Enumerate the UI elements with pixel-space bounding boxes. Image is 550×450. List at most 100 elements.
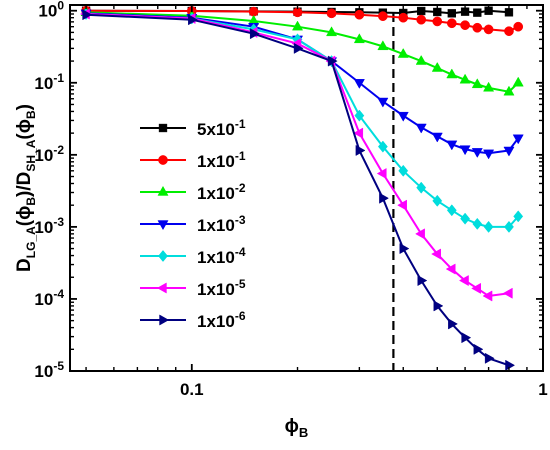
triangle-down-marker — [353, 79, 365, 89]
diamond-marker — [354, 109, 365, 122]
triangle-right-marker — [293, 42, 304, 54]
diamond-marker — [513, 210, 524, 223]
triangle-right-marker — [448, 318, 458, 330]
circle-marker — [158, 155, 168, 165]
triangle-up-marker — [459, 73, 471, 84]
series-4 — [81, 8, 524, 233]
series-1 — [81, 5, 524, 37]
triangle-down-marker — [471, 148, 483, 158]
series-line-1 — [86, 9, 519, 33]
circle-marker — [416, 14, 427, 25]
legend-label-6: 1x10-6 — [197, 309, 246, 331]
circle-marker — [446, 18, 457, 29]
triangle-up-marker — [353, 33, 365, 44]
triangle-up-marker — [471, 78, 483, 89]
triangle-up-marker — [397, 47, 409, 58]
triangle-left-marker — [445, 263, 456, 275]
plot-area-frame — [69, 4, 544, 372]
triangle-left-marker — [471, 282, 481, 294]
square-marker — [158, 123, 168, 133]
diamond-marker — [483, 220, 494, 233]
y-tick-label: 10-3 — [34, 215, 64, 237]
triangle-down-marker — [397, 111, 409, 122]
circle-marker — [398, 12, 409, 23]
triangle-right-marker — [505, 359, 516, 371]
triangle-up-marker — [512, 76, 524, 87]
diamond-marker — [504, 220, 514, 233]
triangle-right-marker — [433, 300, 444, 312]
triangle-right-marker — [473, 343, 484, 355]
legend-label-2: 1x10-2 — [197, 181, 246, 203]
triangle-right-marker — [159, 314, 170, 326]
axis-layer: 0.1 1 100 10-1 10-2 10-3 10-4 10-5 — [34, 0, 547, 399]
series-line-4 — [86, 13, 519, 228]
series-line-3 — [86, 12, 520, 155]
legend-label-3: 1x10-3 — [197, 213, 246, 235]
triangle-up-marker — [157, 185, 169, 196]
triangle-up-marker — [503, 85, 515, 96]
y-tick-label: 10-5 — [34, 359, 64, 381]
diamond-marker — [446, 204, 457, 217]
series-6 — [82, 9, 516, 371]
series-line-2 — [86, 11, 519, 93]
legend-label-4: 1x10-4 — [197, 245, 246, 267]
diamond-marker — [472, 217, 483, 230]
triangle-right-marker — [399, 243, 410, 255]
triangle-down-marker — [512, 134, 524, 145]
triangle-up-marker — [415, 54, 427, 65]
square-marker — [504, 8, 514, 17]
triangle-down-marker — [459, 145, 471, 156]
triangle-right-marker — [355, 144, 366, 156]
x-tick-label: 1 — [538, 380, 547, 399]
triangle-down-marker — [415, 123, 427, 134]
y-axis-title: DLG_A(ϕB)/DSH_A(ϕB) — [14, 104, 38, 272]
triangle-down-marker — [503, 146, 515, 157]
triangle-right-marker — [249, 28, 260, 40]
triangle-right-marker — [484, 352, 495, 364]
triangle-down-marker — [483, 149, 495, 160]
series-5 — [79, 8, 513, 302]
triangle-up-marker — [291, 20, 304, 31]
series-line-5 — [86, 13, 510, 297]
circle-marker — [292, 7, 303, 18]
triangle-left-marker — [376, 168, 387, 180]
triangle-down-marker — [157, 220, 169, 231]
x-axis-title: ϕB — [285, 416, 309, 440]
circle-marker — [504, 26, 514, 37]
diamond-marker — [158, 250, 168, 262]
triangle-right-marker — [327, 55, 338, 67]
circle-marker — [354, 9, 365, 20]
triangle-up-marker — [446, 68, 458, 79]
square-marker — [473, 8, 482, 17]
triangle-left-marker — [415, 228, 425, 240]
legend-label-1: 1x10-1 — [197, 149, 246, 171]
triangle-left-marker — [397, 199, 407, 211]
square-marker — [433, 7, 442, 17]
triangle-right-marker — [461, 332, 472, 344]
triangle-left-marker — [482, 290, 493, 302]
legend-label-5: 1x10-5 — [197, 277, 246, 299]
diamond-marker — [432, 194, 443, 207]
triangle-up-marker — [377, 40, 389, 51]
y-tick-label: 100 — [38, 0, 64, 21]
axis-titles: ϕB DLG_A(ϕB)/DSH_A(ϕB) — [14, 104, 308, 440]
triangle-left-marker — [156, 282, 167, 294]
triangle-up-marker — [483, 81, 495, 92]
square-marker — [417, 6, 426, 16]
diamond-marker — [377, 140, 388, 153]
series-line-6 — [86, 13, 510, 367]
triangle-down-marker — [431, 132, 443, 143]
circle-marker — [513, 21, 524, 32]
triangle-left-marker — [431, 248, 441, 260]
y-tick-label: 10-2 — [34, 143, 64, 165]
triangle-left-marker — [353, 127, 364, 139]
triangle-down-marker — [377, 97, 389, 108]
triangle-down-marker — [446, 140, 458, 151]
circle-marker — [432, 16, 443, 27]
triangle-left-marker — [502, 287, 513, 299]
y-tick-label: 10-1 — [34, 71, 64, 93]
legend: 5x10-1 1x10-1 1x10-2 1x10-3 1x10-4 1x10-5 1x10… — [140, 117, 246, 331]
x-tick-label: 0.1 — [180, 380, 204, 399]
square-marker — [447, 9, 456, 18]
